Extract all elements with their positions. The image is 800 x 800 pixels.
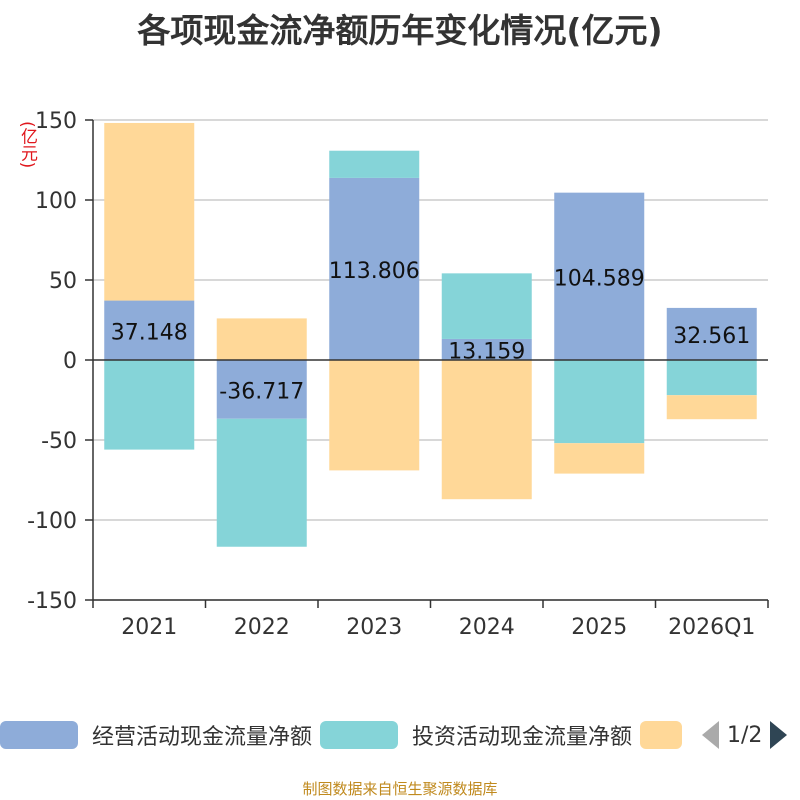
data-label: 104.589	[554, 266, 645, 291]
bar-segment[interactable]	[216, 318, 307, 360]
bar-segments	[104, 122, 757, 547]
bar-segment[interactable]	[554, 443, 645, 474]
bar-segment[interactable]	[666, 395, 757, 420]
data-labels: 37.148 -36.717 113.806 13.159 104.589 32.561	[111, 259, 750, 404]
x-tick-label: 2021	[121, 615, 177, 640]
stacked-bar-chart: 150 100 50 0 -50 -100 -150 2021 2022 2023 2024 2025…	[27, 109, 769, 640]
bar-segment[interactable]	[441, 273, 532, 339]
data-label: 13.159	[448, 339, 525, 364]
bar-segment[interactable]	[554, 192, 645, 360]
legend-page-indicator: 1/2	[727, 722, 763, 748]
legend: 经营活动现金流量净额 投资活动现金流量净额 1/2	[0, 713, 800, 757]
y-tick-label: 100	[35, 189, 77, 214]
bar-segment[interactable]	[329, 360, 420, 471]
data-label: 113.806	[329, 259, 420, 284]
legend-swatch-financing	[640, 721, 682, 749]
y-tick-label: 50	[49, 269, 77, 294]
bar-segment[interactable]	[329, 150, 420, 178]
y-tick-label: -100	[27, 509, 77, 534]
y-tick-label: -150	[27, 589, 77, 614]
legend-swatch-operating	[0, 721, 78, 749]
legend-label-investing: 投资活动现金流量净额	[412, 725, 633, 750]
x-tick-label: 2023	[346, 615, 402, 640]
y-tick-label: 150	[35, 109, 77, 134]
legend-item-investing[interactable]: 投资活动现金流量净额	[320, 713, 632, 757]
bar-segment[interactable]	[666, 360, 757, 396]
bar-segment[interactable]	[554, 360, 645, 444]
bar-segment[interactable]	[329, 177, 420, 360]
bar-segment[interactable]	[441, 338, 532, 360]
legend-prev-page-icon[interactable]	[702, 721, 719, 749]
x-tick-label: 2022	[234, 615, 290, 640]
x-tick-label: 2026Q1	[668, 615, 755, 640]
y-axis-unit-label: (亿元)	[17, 121, 37, 169]
bar-segment[interactable]	[441, 360, 532, 500]
data-label: -36.717	[219, 379, 304, 404]
x-tick-label: 2025	[571, 615, 627, 640]
chart-title: 各项现金流净额历年变化情况(亿元)	[137, 11, 663, 50]
data-source-note: 制图数据来自恒生聚源数据库	[302, 780, 498, 798]
y-tick-label: 0	[63, 349, 77, 374]
legend-item-financing[interactable]	[640, 713, 682, 757]
legend-pager: 1/2	[702, 713, 788, 757]
x-tick-label: 2024	[459, 615, 515, 640]
legend-item-operating[interactable]: 经营活动现金流量净额	[0, 713, 312, 757]
legend-label-operating: 经营活动现金流量净额	[92, 725, 313, 750]
bar-segment[interactable]	[104, 300, 195, 360]
legend-swatch-investing	[320, 721, 398, 749]
bar-segment[interactable]	[104, 122, 195, 301]
axes: 150 100 50 0 -50 -100 -150 2021 2022 2023 2024 2025…	[27, 109, 769, 640]
data-label: 37.148	[111, 320, 188, 345]
bar-segment[interactable]	[666, 307, 757, 360]
bar-segment[interactable]	[216, 418, 307, 547]
bar-segment[interactable]	[104, 360, 195, 450]
data-label: 32.561	[673, 324, 750, 349]
bar-segment[interactable]	[216, 360, 307, 419]
legend-next-page-icon[interactable]	[770, 721, 788, 749]
y-tick-label: -50	[41, 429, 77, 454]
